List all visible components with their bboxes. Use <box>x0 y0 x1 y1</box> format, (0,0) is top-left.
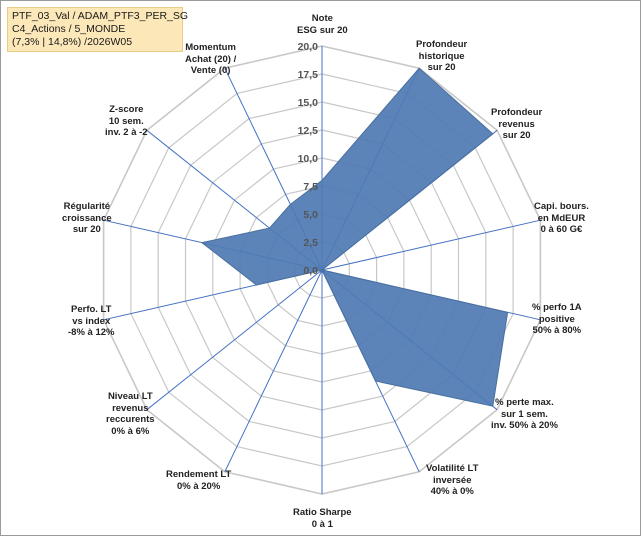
axis-label-line: Z-score <box>109 104 144 115</box>
axis-label-line: 0% à 20% <box>176 480 221 492</box>
title-line-2: C4_Actions / 5_MONDE <box>12 23 126 35</box>
axis-label-line: 10 sem. <box>108 115 144 127</box>
axis-label-line: % perte max. <box>495 397 554 408</box>
axis-label: Niveau LT revenus reccurents 0% à 6% <box>106 391 155 437</box>
axis-label: Volatilité LT inversée 40% à 0% <box>426 463 478 498</box>
axis-label-line: Momentum <box>185 42 236 53</box>
tick-label: 12,5 <box>298 125 319 137</box>
axis-label: Profondeur revenus sur 20 <box>491 107 542 142</box>
title-line-3: (7,3% | 14,8%) /2026W05 <box>12 36 133 48</box>
axis-label-line: Ratio Sharpe <box>293 507 352 518</box>
axis-label-line: positive <box>538 313 575 325</box>
axis-label: Régularité croissance sur 20 <box>62 201 112 236</box>
axis-label-line: Niveau LT <box>107 391 153 402</box>
axis-label-line: 50% à 80% <box>532 325 582 336</box>
axis-label-line: Vente (0) <box>190 65 231 76</box>
axis-label: Profondeur historique sur 20 <box>416 39 467 74</box>
axis-label-line: Régularité <box>63 201 111 212</box>
tick-label: 5,0 <box>303 209 318 221</box>
axis-label-line: en MdEUR <box>537 212 586 224</box>
axis-label-line: inversée <box>432 474 472 486</box>
axis-label-line: revenus <box>112 402 149 414</box>
axis-label: Capi. bours. en MdEUR 0 à 60 G€ <box>534 201 589 236</box>
axis-label-line: sur 20 <box>427 62 456 73</box>
axis-label-line: Note <box>311 13 333 24</box>
axis-label: Momentum Achat (20) / Vente (0) <box>185 42 236 77</box>
axis-label: Ratio Sharpe 0 à 1 <box>293 507 352 530</box>
axis-label: Z-score 10 sem. inv. 2 à -2 <box>105 104 148 139</box>
tick-label: 7,5 <box>303 181 318 193</box>
axis-label-line: 0% à 6% <box>111 425 150 437</box>
axis-label-line: Profondeur <box>416 39 468 50</box>
axis-label: Rendement LT 0% à 20% <box>166 469 231 492</box>
tick-label: 20,0 <box>298 41 319 53</box>
axis-label-line: 0 à 1 <box>311 518 333 530</box>
axis-label-line: inv. 2 à -2 <box>105 127 148 138</box>
axis-label-line: vs index <box>72 315 111 327</box>
axis-label: Perfo. LT vs index -8% à 12% <box>68 304 114 339</box>
axis-label-line: sur 1 sem. <box>500 408 548 420</box>
radar-tick-labels: 0,0 2,5 5,0 7,5 10,0 12,5 15,0 17,5 20,0 <box>298 41 319 277</box>
axis-label-line: sur 20 <box>502 130 531 141</box>
axis-label-line: % perfo 1A <box>532 302 582 313</box>
title-line-1: PTF_03_Val / ADAM_PTF3_PER_SG <box>12 10 189 22</box>
axis-label: % perfo 1A positive 50% à 80% <box>532 302 582 337</box>
axis-label-line: reccurents <box>106 414 155 425</box>
axis-label-line: -8% à 12% <box>68 327 115 338</box>
axis-label: % perte max. sur 1 sem. inv. 50% à 20% <box>491 397 558 432</box>
axis-label-line: sur 20 <box>72 224 101 235</box>
axis-label-line: 0 à 60 G€ <box>540 224 583 235</box>
tick-label: 17,5 <box>298 69 319 81</box>
tick-label: 2,5 <box>303 237 318 249</box>
tick-label: 10,0 <box>298 153 319 165</box>
axis-label: Note ESG sur 20 <box>297 13 348 36</box>
axis-label-line: 40% à 0% <box>430 486 474 497</box>
axis-spoke <box>146 269 323 411</box>
axis-label-line: ESG sur 20 <box>297 24 348 36</box>
axis-label-line: Rendement LT <box>166 469 232 480</box>
tick-label: 0,0 <box>303 265 318 277</box>
axis-label-line: Capi. bours. <box>534 201 589 212</box>
radar-series <box>200 67 509 407</box>
chart-title-box: PTF_03_Val / ADAM_PTF3_PER_SG C4_Actions… <box>7 7 189 52</box>
axis-label-line: Achat (20) / <box>185 53 237 65</box>
axis-label-line: Perfo. LT <box>71 304 112 315</box>
axis-label-line: revenus <box>498 118 535 130</box>
series-area <box>200 67 509 407</box>
axis-label-line: historique <box>418 50 465 62</box>
axis-label-line: Profondeur <box>491 107 543 118</box>
axis-label-line: Volatilité LT <box>426 463 479 474</box>
axis-spoke <box>224 269 323 473</box>
axis-label-line: inv. 50% à 20% <box>491 420 558 431</box>
tick-label: 15,0 <box>298 97 319 109</box>
axis-label-line: croissance <box>62 212 112 224</box>
axis-spoke <box>321 219 541 271</box>
